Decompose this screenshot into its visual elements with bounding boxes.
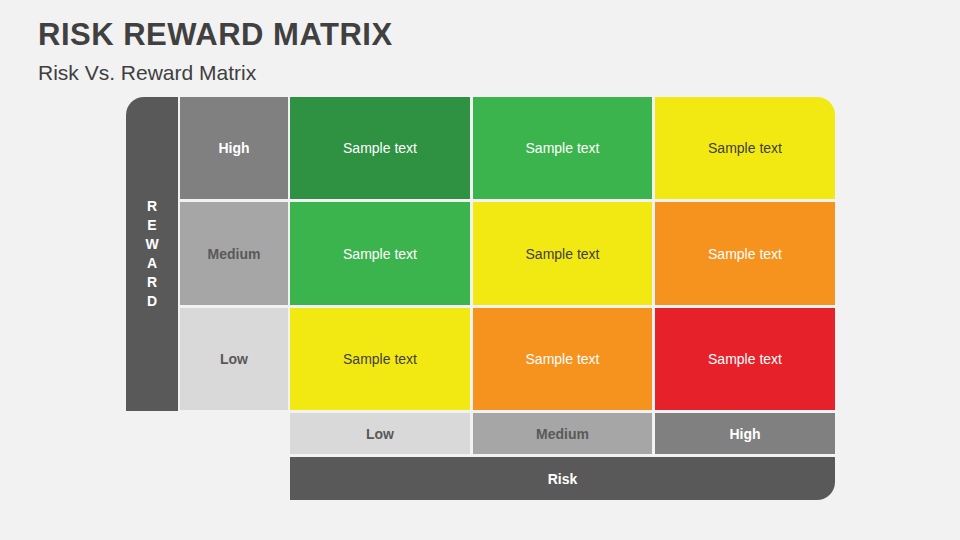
reward-axis-letter: E (147, 216, 156, 235)
slide-canvas: RISK REWARD MATRIX Risk Vs. Reward Matri… (0, 0, 960, 540)
reward-axis-letter: R (147, 273, 157, 292)
matrix-cell-low-low: Sample text (290, 308, 470, 410)
row-label-high: High (180, 97, 288, 199)
col-label-low: Low (290, 413, 470, 454)
matrix-cell-medium-high: Sample text (655, 202, 835, 305)
risk-axis-bar: Risk (290, 457, 835, 500)
col-label-high: High (655, 413, 835, 454)
matrix-cell-low-medium: Sample text (473, 308, 652, 410)
matrix-cell-medium-medium: Sample text (473, 202, 652, 305)
matrix-cell-high-high: Sample text (655, 97, 835, 199)
reward-axis-letter: R (147, 197, 157, 216)
row-label-low: Low (180, 308, 288, 410)
reward-axis-letter: W (145, 235, 158, 254)
row-label-medium: Medium (180, 202, 288, 305)
slide-title: RISK REWARD MATRIX (38, 17, 393, 53)
slide-subtitle: Risk Vs. Reward Matrix (38, 61, 256, 85)
reward-axis-letter: A (147, 254, 157, 273)
matrix-cell-medium-low: Sample text (290, 202, 470, 305)
reward-axis-bar: R E W A R D (126, 97, 178, 411)
matrix-cell-high-low: Sample text (290, 97, 470, 199)
reward-axis-letter: D (147, 292, 157, 311)
matrix-cell-high-medium: Sample text (473, 97, 652, 199)
col-label-medium: Medium (473, 413, 652, 454)
matrix-cell-low-high: Sample text (655, 308, 835, 410)
